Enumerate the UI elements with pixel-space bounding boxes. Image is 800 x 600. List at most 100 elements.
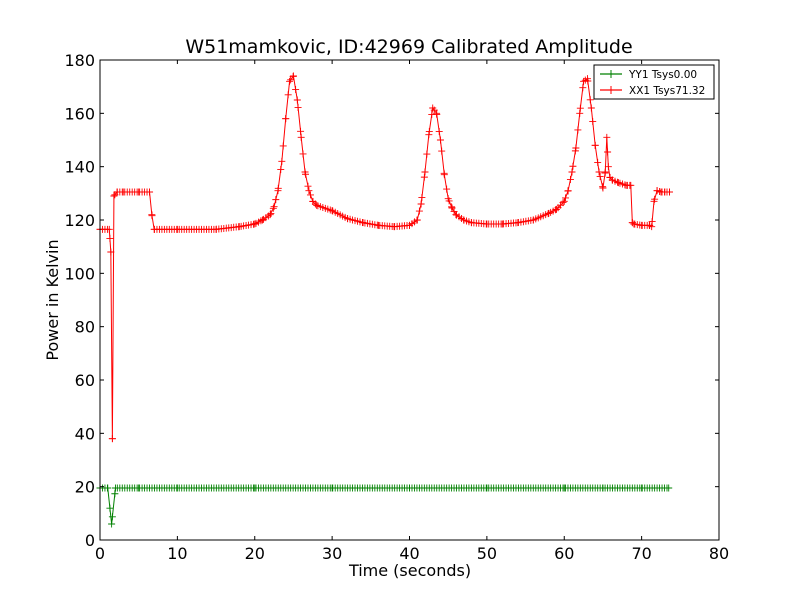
- data-point: [299, 150, 307, 158]
- data-point: [665, 188, 673, 196]
- plot-frame: [99, 59, 720, 541]
- data-point: [278, 157, 286, 165]
- data-point: [306, 191, 314, 199]
- data-point: [651, 195, 659, 203]
- series-0: [96, 484, 673, 528]
- data-point: [433, 110, 441, 118]
- data-point: [604, 148, 612, 156]
- chart-title: W51mamkovic, ID:42969 Calibrated Amplitu…: [185, 36, 632, 58]
- data-point: [104, 484, 112, 492]
- data-point: [572, 144, 580, 152]
- data-point: [415, 207, 423, 215]
- data-point: [435, 127, 443, 135]
- legend: YY1 Tsys0.00 XX1 Tsys71.32: [593, 64, 715, 100]
- x-tick-label: 70: [631, 544, 651, 563]
- y-tick-label: 120: [64, 211, 95, 230]
- y-tick-label: 160: [64, 104, 95, 123]
- data-point: [648, 218, 656, 226]
- y-tick-label: 140: [64, 158, 95, 177]
- data-point: [648, 223, 656, 231]
- data-point: [418, 194, 426, 202]
- data-point: [561, 194, 569, 202]
- data-point: [266, 211, 274, 219]
- data-point: [603, 133, 611, 141]
- data-point: [564, 187, 572, 195]
- data-point: [111, 490, 119, 498]
- data-point: [566, 175, 574, 183]
- series-1: [96, 72, 673, 443]
- data-point: [106, 504, 114, 512]
- data-point: [440, 171, 448, 179]
- data-point: [297, 127, 305, 135]
- data-point: [423, 150, 431, 158]
- data-point: [297, 133, 305, 141]
- data-point: [665, 484, 673, 492]
- x-tick-label: 60: [554, 544, 574, 563]
- data-point: [417, 200, 425, 208]
- data-point: [292, 85, 300, 93]
- data-point: [576, 109, 584, 117]
- y-tick-label: 180: [64, 51, 95, 70]
- data-point: [425, 131, 433, 139]
- series-line: [100, 74, 670, 439]
- data-point: [274, 184, 282, 192]
- x-tick-label: 80: [709, 544, 729, 563]
- data-point: [106, 234, 114, 242]
- x-axis-label: Time (seconds): [348, 561, 471, 580]
- data-point: [445, 197, 453, 205]
- data-point: [591, 141, 599, 149]
- data-point: [108, 435, 116, 443]
- data-point: [302, 170, 310, 178]
- data-point: [559, 199, 567, 207]
- data-point: [568, 168, 576, 176]
- data-point: [553, 205, 561, 213]
- data-point: [574, 126, 582, 134]
- data-point: [108, 513, 116, 521]
- y-tick-label: 80: [75, 318, 95, 337]
- data-point: [251, 220, 259, 228]
- data-point: [589, 117, 597, 125]
- data-point: [282, 115, 290, 123]
- data-point: [421, 168, 429, 176]
- x-tick-label: 0: [95, 544, 105, 563]
- data-point: [594, 158, 602, 166]
- data-point: [293, 96, 301, 104]
- y-tick-label: 100: [64, 264, 95, 283]
- y-tick-label: 40: [75, 424, 95, 443]
- x-tick-label: 30: [322, 544, 342, 563]
- data-point: [627, 181, 635, 189]
- plot-marks: [96, 72, 673, 528]
- data-point: [279, 142, 287, 150]
- data-point: [545, 209, 553, 217]
- data-point: [579, 84, 587, 92]
- legend-label-yy1: YY1 Tsys0.00: [628, 69, 697, 81]
- data-point: [604, 163, 612, 171]
- data-point: [448, 203, 456, 211]
- data-point: [425, 127, 433, 135]
- data-point: [586, 96, 594, 104]
- data-point: [110, 192, 118, 200]
- data-point: [595, 168, 603, 176]
- data-point: [450, 207, 458, 215]
- data-point: [413, 216, 421, 224]
- data-point: [146, 188, 154, 196]
- data-point: [443, 185, 451, 193]
- x-tick-label: 20: [245, 544, 265, 563]
- data-point: [587, 104, 595, 112]
- x-tick-label: 40: [399, 544, 419, 563]
- data-point: [108, 520, 116, 528]
- data-point: [569, 162, 577, 170]
- legend-frame: [593, 64, 715, 100]
- data-point: [286, 77, 294, 85]
- data-point: [571, 147, 579, 155]
- data-point: [277, 166, 285, 174]
- data-point: [305, 187, 313, 195]
- data-point: [272, 196, 280, 204]
- data-point: [601, 168, 609, 176]
- data-point: [599, 184, 607, 192]
- data-point: [576, 104, 584, 112]
- data-point: [270, 203, 278, 211]
- data-point: [269, 204, 277, 212]
- data-point: [420, 173, 428, 181]
